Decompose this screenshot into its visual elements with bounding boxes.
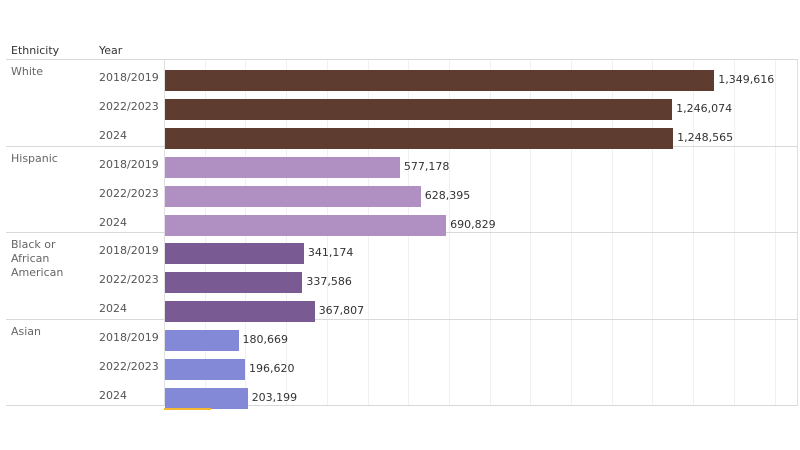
bar (165, 70, 715, 91)
year-label: 2024 (99, 388, 127, 402)
row-separator (6, 405, 798, 406)
scroll-indicator (164, 408, 211, 410)
bar (165, 387, 248, 409)
year-label: 2024 (99, 215, 127, 229)
header-ethnicity: Ethnicity (11, 44, 60, 57)
data-label: 690,829 (450, 217, 496, 231)
data-label: 196,620 (249, 361, 295, 375)
row-separator (6, 319, 798, 320)
bar (165, 99, 673, 120)
data-label: 1,349,616 (718, 73, 775, 86)
year-label: 2018/2019 (99, 71, 159, 84)
bar (165, 329, 239, 351)
group-label: Black or African American (11, 238, 64, 279)
row-separator (6, 59, 798, 60)
bar (165, 128, 674, 149)
group-label: Hispanic (11, 151, 58, 165)
year-label: 2022/2023 (99, 186, 159, 200)
bar (165, 301, 315, 322)
data-label: 577,178 (403, 159, 450, 173)
data-label: 1,248,565 (677, 131, 734, 144)
data-label: 180,669 (242, 332, 289, 346)
bar (165, 272, 303, 293)
data-label: 337,586 (306, 275, 352, 288)
year-label: 2024 (99, 302, 127, 315)
data-label: 341,174 (307, 246, 354, 259)
data-label: 628,395 (424, 188, 471, 202)
group-label: Asian (11, 324, 42, 338)
year-label: 2018/2019 (99, 244, 159, 257)
data-label: 203,199 (251, 390, 298, 404)
bar (165, 214, 447, 236)
group-label: White (11, 65, 43, 78)
year-label: 2022/2023 (99, 100, 159, 113)
bar (165, 358, 246, 380)
bar (165, 243, 304, 264)
year-label: 2022/2023 (99, 273, 159, 286)
bar (165, 156, 400, 178)
year-label: 2024 (99, 129, 127, 142)
data-label: 1,246,074 (676, 102, 733, 115)
year-label: 2018/2019 (99, 330, 159, 344)
header-year: Year (99, 44, 123, 57)
year-label: 2022/2023 (99, 359, 159, 373)
bar (165, 185, 421, 207)
year-label: 2018/2019 (99, 157, 159, 171)
data-label: 367,807 (318, 304, 365, 317)
